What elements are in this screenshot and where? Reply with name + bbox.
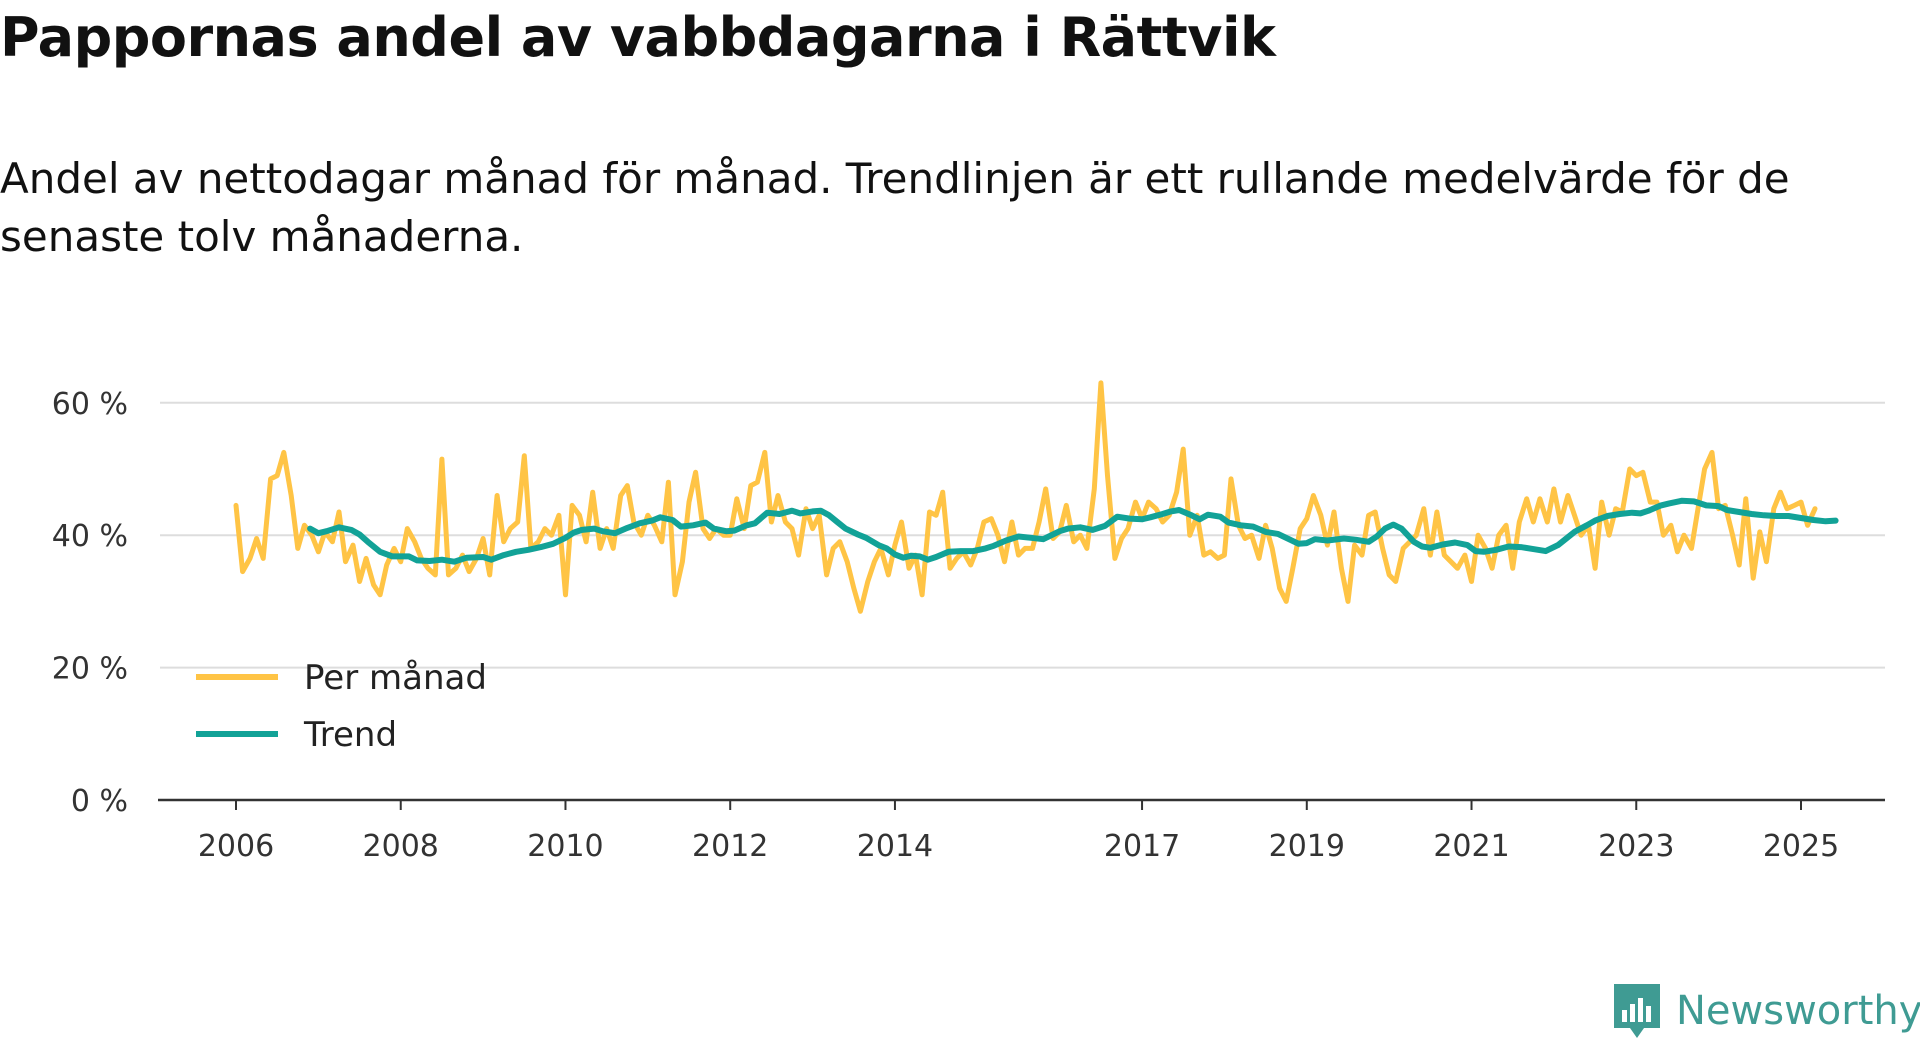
y-tick-label: 0 % <box>71 784 128 819</box>
chart-subtitle: Andel av nettodagar månad för månad. Tre… <box>0 154 1790 261</box>
y-tick-label: 20 % <box>52 652 128 687</box>
legend: Per månad Trend <box>196 658 487 755</box>
newsworthy-logo-icon <box>1614 984 1660 1038</box>
x-tick-label: 2019 <box>1269 829 1345 864</box>
y-tick-label: 60 % <box>52 387 128 422</box>
x-tick-label: 2017 <box>1104 829 1180 864</box>
x-tick-label: 2012 <box>692 829 768 864</box>
x-tick-label: 2025 <box>1763 829 1839 864</box>
y-axis-tick-labels: 0 % 20 % 40 % 60 % <box>52 387 128 819</box>
brand-logo[interactable]: Newsworthy <box>1612 980 1920 1042</box>
x-tick-label: 2023 <box>1598 829 1674 864</box>
x-tick-label: 2014 <box>857 829 933 864</box>
x-tick-label: 2008 <box>363 829 439 864</box>
series-line-per-manad <box>233 380 1818 614</box>
x-axis: 2006 2008 2010 2012 2014 2017 2019 2021 2023 2025 <box>158 798 1885 864</box>
x-tick-label: 2010 <box>527 829 603 864</box>
x-tick-label: 2006 <box>198 829 274 864</box>
x-tick-label: 2021 <box>1433 829 1509 864</box>
legend-label: Trend <box>303 715 397 755</box>
chart-title: Pappornas andel av vabbdagarna i Rättvik <box>0 6 1276 69</box>
legend-label: Per månad <box>304 658 487 698</box>
y-tick-label: 40 % <box>52 519 128 554</box>
brand-name: Newsworthy <box>1676 988 1920 1034</box>
series-lines <box>233 380 1839 614</box>
series-line-trend <box>307 497 1839 565</box>
